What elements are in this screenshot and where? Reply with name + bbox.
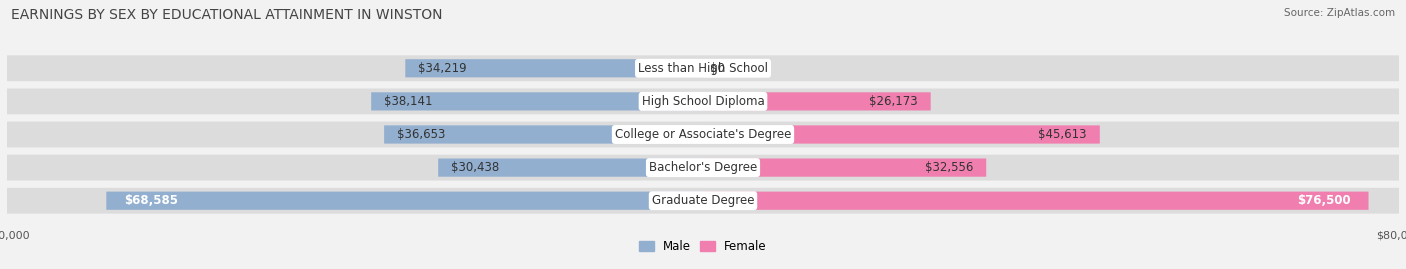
FancyBboxPatch shape: [384, 125, 703, 144]
Text: EARNINGS BY SEX BY EDUCATIONAL ATTAINMENT IN WINSTON: EARNINGS BY SEX BY EDUCATIONAL ATTAINMEN…: [11, 8, 443, 22]
Text: $68,585: $68,585: [124, 194, 177, 207]
FancyBboxPatch shape: [703, 192, 1368, 210]
FancyBboxPatch shape: [7, 89, 1399, 114]
Text: $34,219: $34,219: [419, 62, 467, 75]
Text: Graduate Degree: Graduate Degree: [652, 194, 754, 207]
Text: $32,556: $32,556: [925, 161, 973, 174]
Text: Less than High School: Less than High School: [638, 62, 768, 75]
FancyBboxPatch shape: [703, 125, 1099, 144]
Legend: Male, Female: Male, Female: [634, 235, 772, 258]
FancyBboxPatch shape: [703, 158, 986, 177]
Text: $0: $0: [710, 62, 725, 75]
FancyBboxPatch shape: [7, 55, 1399, 81]
FancyBboxPatch shape: [703, 92, 931, 111]
FancyBboxPatch shape: [439, 158, 703, 177]
FancyBboxPatch shape: [7, 155, 1399, 180]
Text: $38,141: $38,141: [384, 95, 433, 108]
Text: $36,653: $36,653: [396, 128, 446, 141]
FancyBboxPatch shape: [107, 192, 703, 210]
FancyBboxPatch shape: [7, 188, 1399, 214]
Text: $45,613: $45,613: [1038, 128, 1087, 141]
FancyBboxPatch shape: [405, 59, 703, 77]
Text: Source: ZipAtlas.com: Source: ZipAtlas.com: [1284, 8, 1395, 18]
Text: $76,500: $76,500: [1298, 194, 1351, 207]
Text: College or Associate's Degree: College or Associate's Degree: [614, 128, 792, 141]
FancyBboxPatch shape: [7, 122, 1399, 147]
FancyBboxPatch shape: [371, 92, 703, 111]
Text: $26,173: $26,173: [869, 95, 918, 108]
Text: $30,438: $30,438: [451, 161, 499, 174]
Text: High School Diploma: High School Diploma: [641, 95, 765, 108]
Text: Bachelor's Degree: Bachelor's Degree: [650, 161, 756, 174]
